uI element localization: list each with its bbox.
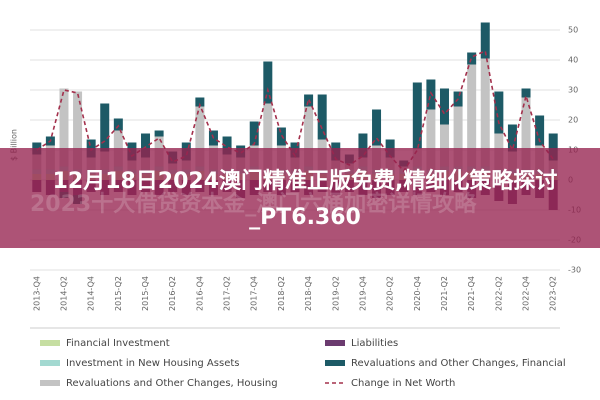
legend-label: Change in Net Worth — [351, 378, 455, 389]
bar — [494, 91, 504, 134]
legend-label: Revaluations and Other Changes, Housing — [66, 378, 278, 389]
bar — [480, 58, 490, 167]
bar — [358, 133, 368, 158]
legend-label: Liabilities — [351, 338, 398, 349]
x-tick-label: 2021-Q2 — [440, 276, 449, 311]
bar — [467, 64, 477, 167]
bar — [507, 124, 517, 152]
bar — [439, 124, 449, 167]
x-tick-label: 2015-Q4 — [141, 276, 150, 311]
bar — [439, 88, 449, 125]
x-tick-label: 2016-Q4 — [195, 276, 204, 311]
x-tick-label: 2020-Q4 — [413, 276, 422, 311]
x-tick-label: 2022-Q4 — [522, 276, 531, 311]
x-tick-label: 2014-Q4 — [87, 276, 96, 311]
legend-swatch — [325, 360, 345, 366]
bar — [59, 88, 69, 167]
x-tick-label: 2013-Q4 — [32, 276, 41, 311]
bar — [73, 91, 83, 170]
bar — [263, 61, 273, 104]
bar — [304, 106, 314, 167]
bar — [249, 121, 259, 146]
bar — [453, 106, 463, 167]
bar — [521, 97, 531, 170]
y-axis-label: $ Billion — [10, 129, 19, 161]
legend-swatch — [40, 380, 60, 386]
x-tick-label: 2019-Q2 — [331, 276, 340, 311]
legend-swatch — [40, 340, 60, 346]
y-tick-label: 30 — [568, 86, 578, 95]
bar — [222, 136, 232, 155]
x-tick-label: 2023-Q2 — [549, 276, 558, 311]
legend-label: Revaluations and Other Changes, Financia… — [351, 358, 566, 369]
bar — [263, 103, 273, 170]
y-tick-label: -30 — [568, 266, 581, 275]
watermark: 2023十大借贷资本金_澳门六桶加密详情攻略 — [30, 192, 477, 217]
x-tick-label: 2018-Q4 — [304, 276, 313, 311]
x-tick-label: 2017-Q2 — [223, 276, 232, 311]
legend-label: Financial Investment — [66, 338, 170, 349]
y-tick-label: 50 — [568, 26, 578, 35]
legend-label: Investment in New Housing Assets — [66, 358, 239, 369]
x-tick-label: 2017-Q4 — [250, 276, 259, 311]
bar — [100, 103, 110, 152]
x-tick-label: 2018-Q2 — [277, 276, 286, 311]
bar — [372, 109, 382, 146]
legend-swatch — [325, 340, 345, 346]
y-tick-label: 20 — [568, 116, 578, 125]
banner-band — [0, 148, 600, 248]
bar — [521, 88, 531, 98]
legend-swatch — [40, 360, 60, 366]
x-tick-label: 2020-Q2 — [386, 276, 395, 311]
bar — [480, 22, 490, 59]
x-tick-label: 2014-Q2 — [59, 276, 68, 311]
bar — [141, 133, 151, 158]
bar — [276, 127, 286, 146]
bar — [426, 79, 436, 110]
bar — [412, 82, 422, 149]
x-tick-label: 2019-Q4 — [358, 276, 367, 311]
y-tick-label: 40 — [568, 56, 578, 65]
bar — [467, 52, 477, 65]
bar — [535, 115, 545, 146]
x-tick-label: 2022-Q2 — [494, 276, 503, 311]
bar — [426, 109, 436, 170]
x-tick-label: 2015-Q2 — [114, 276, 123, 311]
x-tick-label: 2016-Q2 — [168, 276, 177, 311]
bar — [154, 130, 164, 137]
bar — [195, 106, 205, 167]
bar — [548, 133, 558, 161]
x-tick-label: 2021-Q4 — [467, 276, 476, 311]
bar — [195, 97, 205, 107]
banner-title: 12月18日2024澳门精准正版免费,精细化策略探讨_PT6.360 — [52, 169, 558, 230]
bar — [113, 118, 123, 131]
bar — [317, 94, 327, 140]
